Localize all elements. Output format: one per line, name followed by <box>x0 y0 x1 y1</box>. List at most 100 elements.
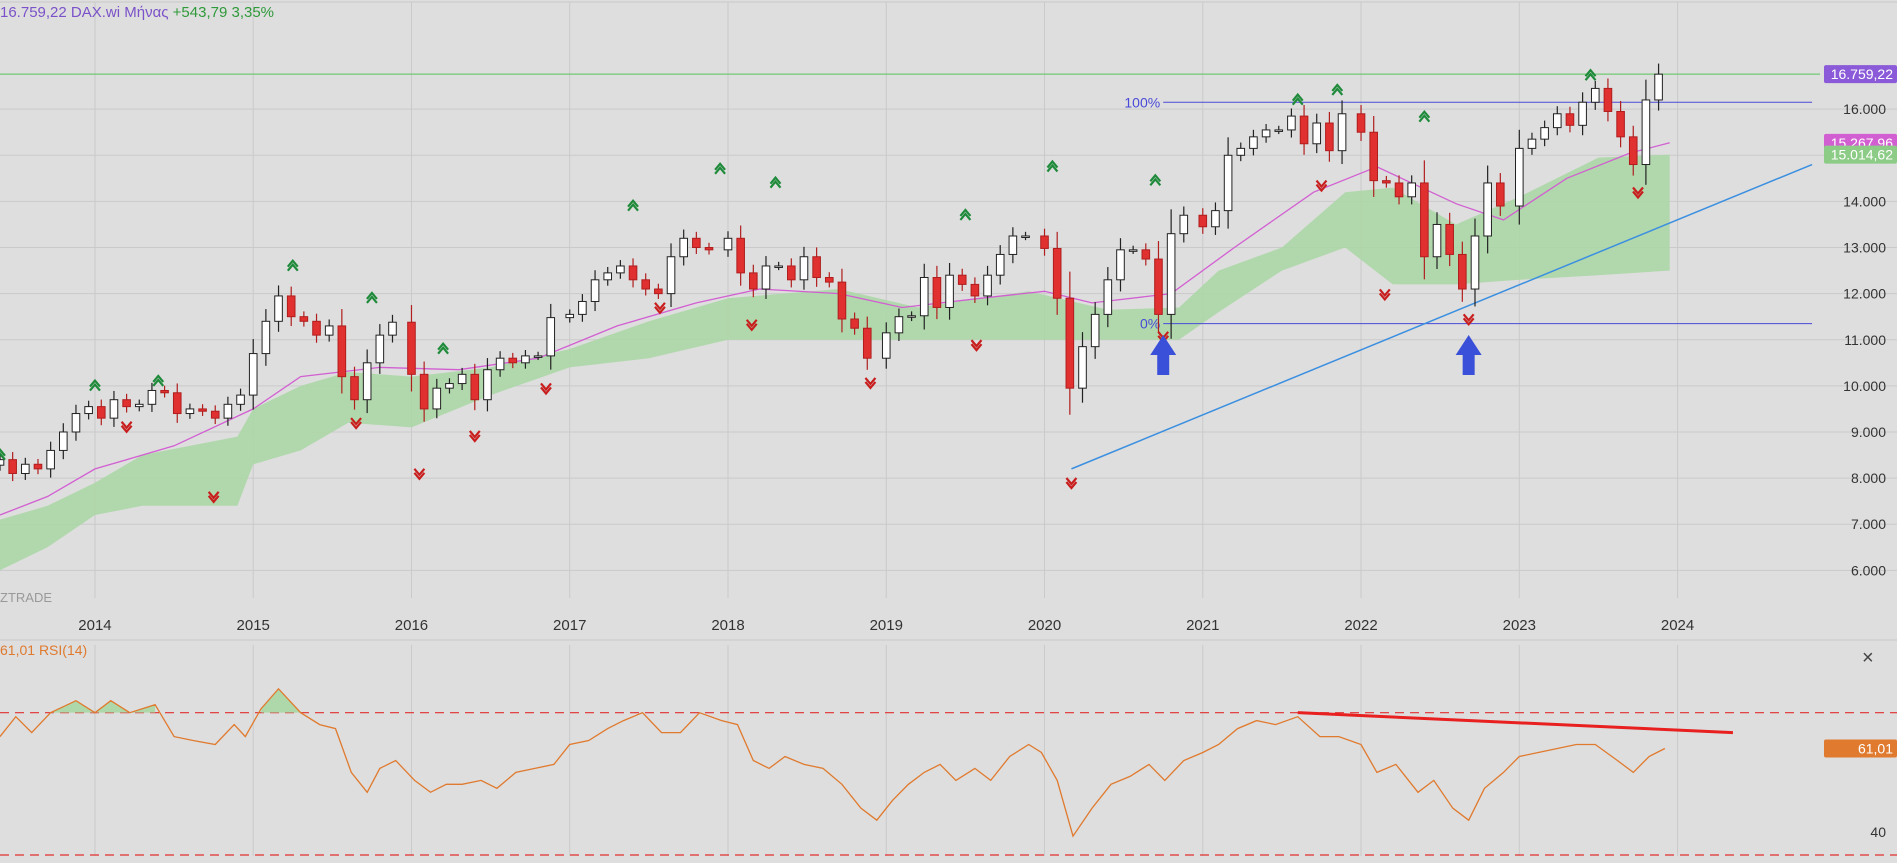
candle[interactable] <box>274 285 283 332</box>
candle[interactable] <box>1236 142 1246 162</box>
candle[interactable] <box>1116 238 1125 292</box>
candle[interactable] <box>185 403 195 419</box>
candle[interactable] <box>907 311 916 322</box>
candle[interactable] <box>533 351 543 361</box>
candle[interactable] <box>445 378 454 394</box>
candle[interactable] <box>995 245 1005 285</box>
candle[interactable] <box>1470 218 1480 307</box>
candle[interactable] <box>862 316 872 370</box>
candle[interactable] <box>824 272 834 288</box>
candle[interactable] <box>919 263 929 330</box>
candle[interactable] <box>603 267 613 286</box>
candle[interactable] <box>312 313 321 343</box>
candle[interactable] <box>799 246 809 290</box>
candle[interactable] <box>1420 160 1429 280</box>
candle[interactable] <box>324 319 334 342</box>
candle[interactable] <box>1407 175 1416 205</box>
candle[interactable] <box>483 358 492 412</box>
candle[interactable] <box>350 366 359 410</box>
candle[interactable] <box>1008 227 1018 264</box>
candle[interactable] <box>1179 206 1189 243</box>
candle[interactable] <box>666 243 676 308</box>
candle[interactable] <box>21 457 30 480</box>
candle[interactable] <box>1445 212 1454 267</box>
candle[interactable] <box>812 247 821 287</box>
candle[interactable] <box>198 404 207 416</box>
candle[interactable] <box>337 309 347 394</box>
candle[interactable] <box>1040 228 1049 256</box>
candle[interactable] <box>1249 129 1258 156</box>
candle[interactable] <box>641 273 651 296</box>
candle[interactable] <box>1394 175 1404 205</box>
candle[interactable] <box>1565 106 1575 133</box>
candle[interactable] <box>286 286 296 327</box>
candle[interactable] <box>1021 231 1030 241</box>
candle[interactable] <box>1483 165 1492 254</box>
candle[interactable] <box>1287 108 1296 138</box>
candle[interactable] <box>1166 209 1176 339</box>
candle[interactable] <box>223 396 233 426</box>
candle[interactable] <box>894 308 904 342</box>
candle[interactable] <box>407 305 416 392</box>
candle[interactable] <box>1603 78 1613 122</box>
candle[interactable] <box>1641 79 1651 185</box>
candle[interactable] <box>160 385 169 398</box>
candle[interactable] <box>362 349 372 414</box>
candle[interactable] <box>1337 100 1347 165</box>
candle[interactable] <box>1458 241 1467 302</box>
candle[interactable] <box>1103 267 1113 328</box>
candle[interactable] <box>134 399 144 412</box>
candle[interactable] <box>96 399 106 426</box>
candle[interactable] <box>1616 100 1625 148</box>
candle[interactable] <box>33 458 43 475</box>
candle[interactable] <box>1065 271 1075 415</box>
candle[interactable] <box>299 311 309 327</box>
candle[interactable] <box>1590 80 1600 110</box>
candle[interactable] <box>736 225 745 286</box>
candle[interactable] <box>787 258 796 288</box>
candle[interactable] <box>1078 332 1087 403</box>
candle[interactable] <box>761 256 771 299</box>
candle[interactable] <box>1128 245 1138 254</box>
candle[interactable] <box>0 454 5 471</box>
candle[interactable] <box>749 264 758 298</box>
candle[interactable] <box>1141 243 1151 266</box>
candle[interactable] <box>654 283 663 299</box>
candle[interactable] <box>1552 106 1562 136</box>
candle[interactable] <box>172 383 182 423</box>
candle[interactable] <box>71 404 81 441</box>
candle[interactable] <box>84 400 93 420</box>
candle[interactable] <box>957 268 967 291</box>
candle[interactable] <box>1312 113 1322 154</box>
candle[interactable] <box>837 268 847 333</box>
candle[interactable] <box>521 350 530 369</box>
candle[interactable] <box>1369 115 1379 197</box>
candle[interactable] <box>546 303 556 370</box>
candle[interactable] <box>8 452 17 482</box>
candle[interactable] <box>1382 175 1391 188</box>
candle[interactable] <box>679 229 688 266</box>
candle[interactable] <box>261 309 271 366</box>
candle[interactable] <box>1356 105 1366 141</box>
candle[interactable] <box>1628 125 1638 176</box>
candle[interactable] <box>1052 231 1062 315</box>
candle[interactable] <box>565 309 575 323</box>
candle[interactable] <box>692 231 701 254</box>
candle[interactable] <box>1325 111 1334 162</box>
candle[interactable] <box>1496 173 1505 216</box>
candle[interactable] <box>704 242 714 255</box>
candle[interactable] <box>375 324 385 374</box>
candle[interactable] <box>1211 202 1220 235</box>
candle[interactable] <box>109 390 119 427</box>
candle[interactable] <box>578 294 587 322</box>
candle[interactable] <box>1578 92 1587 136</box>
candle[interactable] <box>945 262 954 320</box>
candle[interactable] <box>1274 125 1284 135</box>
candle[interactable] <box>774 261 783 271</box>
candle[interactable] <box>236 388 245 411</box>
candle[interactable] <box>1515 129 1524 225</box>
candle[interactable] <box>122 393 131 413</box>
candles[interactable] <box>0 63 1663 482</box>
candle[interactable] <box>932 265 942 320</box>
candle[interactable] <box>457 367 467 391</box>
